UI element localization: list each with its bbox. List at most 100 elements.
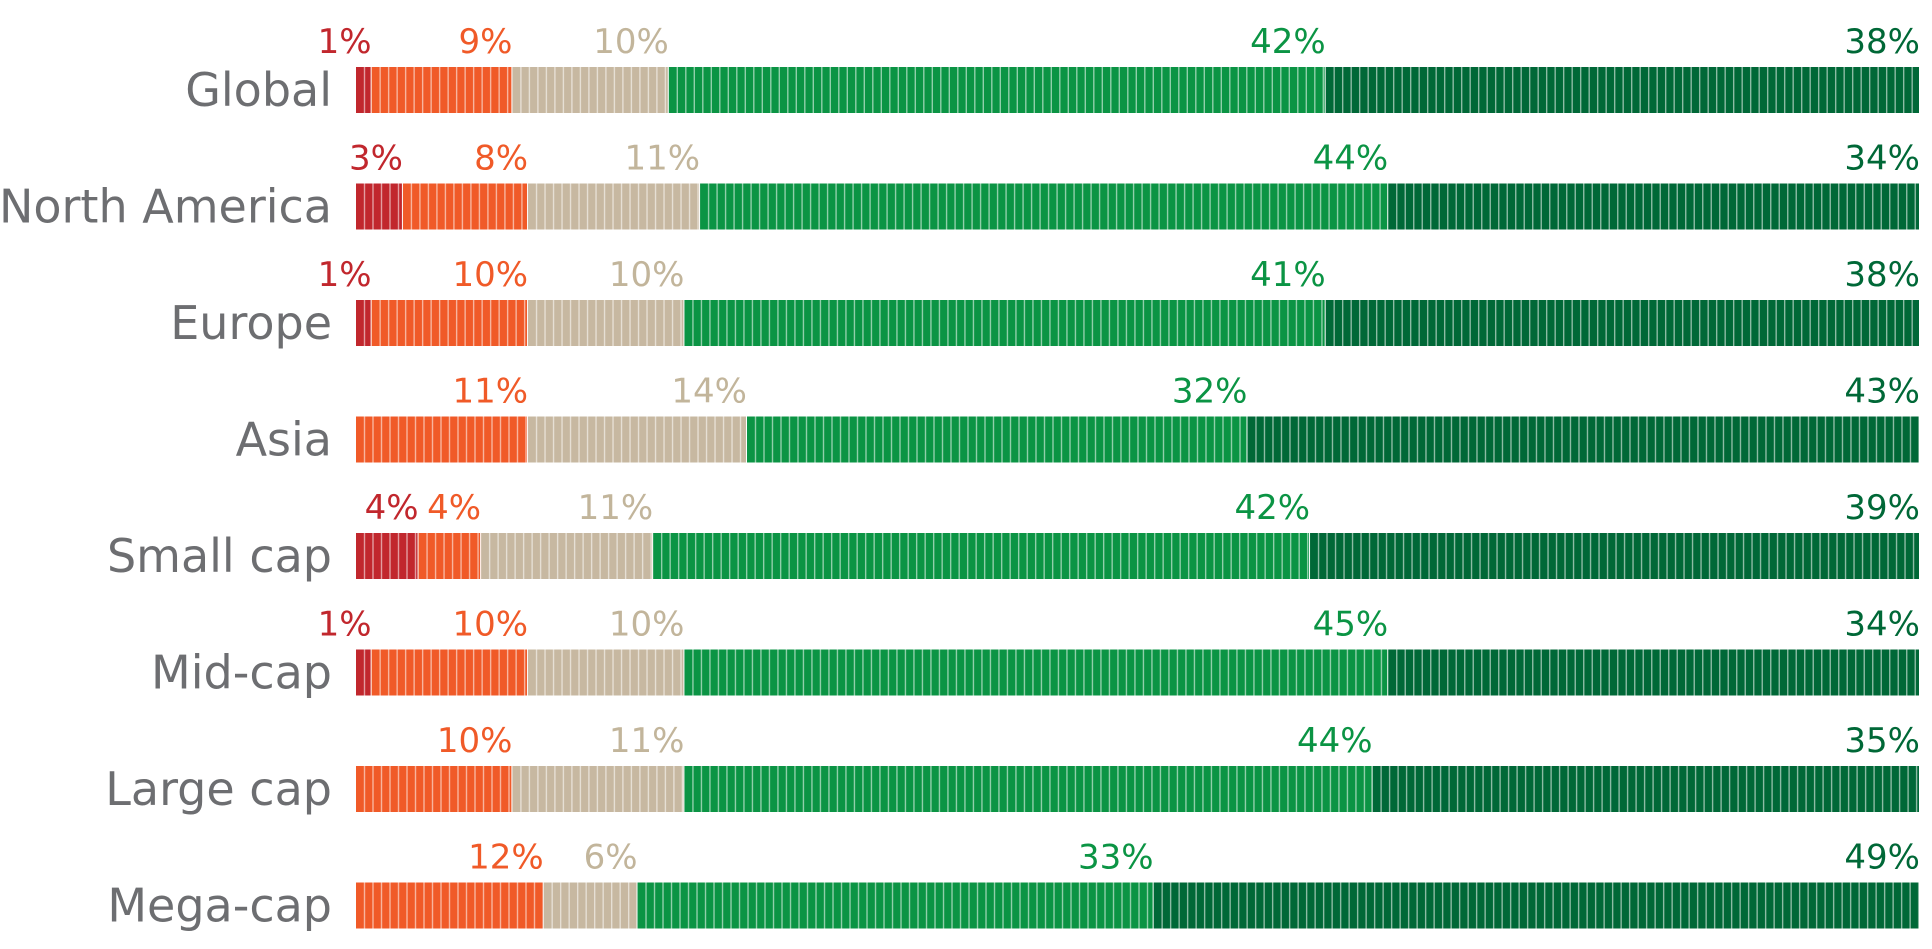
bar-segment xyxy=(543,882,638,929)
bar-segment-stripes xyxy=(692,766,1366,812)
category-label: Small cap xyxy=(107,529,332,583)
bar-segment xyxy=(512,67,669,113)
value-label: 34% xyxy=(1844,605,1920,645)
bar-segment-stripes xyxy=(363,766,510,812)
value-label: 12% xyxy=(468,838,544,878)
bar-segment-stripes xyxy=(707,183,1381,230)
bar-segment xyxy=(371,649,529,696)
bar-segment-stripes xyxy=(379,300,526,346)
bar-segment-stripes xyxy=(692,300,1323,346)
bar-segment-stripes xyxy=(363,533,417,579)
value-label: 10% xyxy=(609,605,685,645)
bar-segment xyxy=(481,533,654,579)
bar-row: Asia 11% 14% 32% 43% xyxy=(236,372,1921,467)
bar-row: North America 3% 8% 11% 44% 34% xyxy=(0,139,1921,234)
bar-segment-stripes xyxy=(535,649,682,696)
value-label: 32% xyxy=(1172,372,1248,412)
bar-segment-stripes xyxy=(645,882,1149,929)
bar-segment xyxy=(528,183,701,230)
value-label: 4% xyxy=(427,488,481,528)
bar-segment-stripes xyxy=(520,67,667,113)
bar-segment xyxy=(356,416,529,463)
bar-segment-stripes xyxy=(363,416,527,463)
value-label: 4% xyxy=(365,488,419,528)
value-label: 1% xyxy=(318,255,372,295)
bar-segment xyxy=(637,882,1154,929)
value-label: 6% xyxy=(584,838,638,878)
bar-segment-stripes xyxy=(535,183,699,230)
category-label: North America xyxy=(0,180,332,234)
bar-segment xyxy=(402,183,529,230)
bar-segment xyxy=(528,300,685,346)
bar-segment-stripes xyxy=(363,882,536,929)
value-label: 8% xyxy=(474,139,528,179)
value-label: 1% xyxy=(318,605,372,645)
value-label: 11% xyxy=(625,139,701,179)
category-label: Mega-cap xyxy=(107,879,332,933)
bar-segment-stripes xyxy=(1317,533,1915,579)
bar-row: Small cap 4% 4% 11% 42% 39% xyxy=(107,488,1921,583)
value-label: 1% xyxy=(318,22,372,62)
bar-segment-stripes xyxy=(535,416,742,463)
value-label: 34% xyxy=(1844,139,1920,179)
bar-segment xyxy=(1247,416,1920,463)
bar-segment-stripes xyxy=(1396,649,1916,696)
bar-segment xyxy=(356,533,419,579)
bar-segment xyxy=(684,649,1389,696)
bar-segment-stripes xyxy=(426,533,479,579)
bar-segment xyxy=(371,300,529,346)
bar-segment xyxy=(1372,766,1920,812)
bar-segment-stripes xyxy=(410,183,523,230)
value-label: 14% xyxy=(671,372,747,412)
value-label: 9% xyxy=(458,22,512,62)
value-label: 42% xyxy=(1234,488,1310,528)
bar-segment-stripes xyxy=(1333,67,1913,113)
bar-segment-stripes xyxy=(379,67,509,113)
value-label: 38% xyxy=(1844,22,1920,62)
bar-segment xyxy=(1388,649,1920,696)
bar-segment xyxy=(684,300,1326,346)
value-label: 10% xyxy=(609,255,685,295)
bar-segment-stripes xyxy=(535,300,682,346)
value-label: 3% xyxy=(349,139,403,179)
category-label: Global xyxy=(185,63,332,117)
bar-segment-stripes xyxy=(692,649,1383,696)
bar-segment-stripes xyxy=(363,183,400,230)
value-label: 11% xyxy=(452,372,528,412)
bar-segment xyxy=(371,67,513,113)
bar-segment-stripes xyxy=(488,533,652,579)
bar-segment xyxy=(356,766,513,812)
bar-segment xyxy=(668,67,1326,113)
value-label: 44% xyxy=(1313,139,1389,179)
bar-segment-stripes xyxy=(1396,183,1916,230)
bar-segment-stripes xyxy=(660,533,1309,579)
bar-segment xyxy=(418,533,482,579)
bar-segment-stripes xyxy=(676,67,1324,113)
bar-segment xyxy=(528,416,747,463)
value-label: 10% xyxy=(593,22,669,62)
bar-row: Large cap 10% 11% 44% 35% xyxy=(105,721,1921,816)
value-label: 33% xyxy=(1078,838,1154,878)
bar-segment xyxy=(653,533,1311,579)
value-label: 49% xyxy=(1844,838,1920,878)
bar-segment-stripes xyxy=(551,882,630,929)
category-label: Large cap xyxy=(105,762,332,816)
bar-segment-stripes xyxy=(520,766,684,812)
value-label: 10% xyxy=(452,605,528,645)
value-label: 39% xyxy=(1844,488,1920,528)
bar-segment-stripes xyxy=(379,649,526,696)
bar-segment xyxy=(684,766,1373,812)
value-label: 10% xyxy=(437,721,513,761)
value-label: 43% xyxy=(1844,372,1920,412)
category-label: Asia xyxy=(236,413,332,467)
value-label: 42% xyxy=(1250,22,1326,62)
value-label: 35% xyxy=(1844,721,1920,761)
bar-segment xyxy=(512,766,685,812)
value-label: 45% xyxy=(1313,605,1389,645)
bar-segment xyxy=(700,183,1389,230)
